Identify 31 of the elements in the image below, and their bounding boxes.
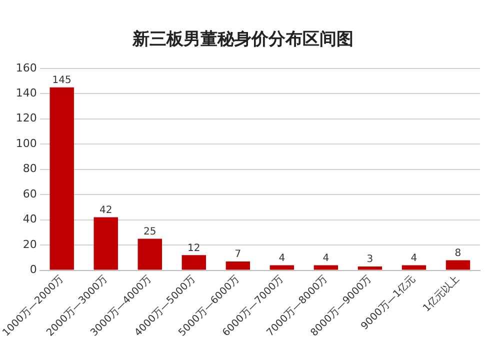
y-tick-label: 140 [16, 86, 37, 100]
data-label: 8 [454, 248, 462, 259]
bar [182, 255, 206, 270]
x-tick-label: 1亿元以上 [420, 273, 462, 314]
data-label: 7 [234, 249, 242, 260]
data-label: 12 [188, 242, 200, 254]
chart-title: 新三板男董秘身价分布区间图 [132, 30, 354, 50]
y-tick-label: 120 [16, 112, 37, 125]
bar [446, 260, 470, 270]
data-label: 4 [278, 252, 286, 264]
y-tick-label: 20 [22, 238, 37, 251]
data-label: 4 [410, 252, 418, 264]
bar [402, 265, 426, 270]
bar [358, 266, 382, 270]
bar [270, 265, 294, 270]
bar [50, 87, 74, 270]
data-label: 3 [366, 254, 374, 266]
data-label: 25 [144, 226, 156, 238]
y-tick-label: 0 [30, 263, 37, 276]
y-tick-label: 100 [16, 136, 37, 150]
data-label: 42 [100, 204, 112, 216]
y-tick-label: 40 [22, 212, 37, 226]
bar [226, 261, 250, 270]
data-label: 145 [52, 74, 72, 86]
bar [94, 217, 118, 270]
y-tick-label: 80 [22, 162, 37, 176]
bar [138, 238, 162, 270]
bar [314, 265, 338, 270]
y-tick-label: 60 [22, 187, 37, 200]
data-label: 4 [322, 252, 330, 264]
y-tick-label: 160 [16, 61, 37, 74]
